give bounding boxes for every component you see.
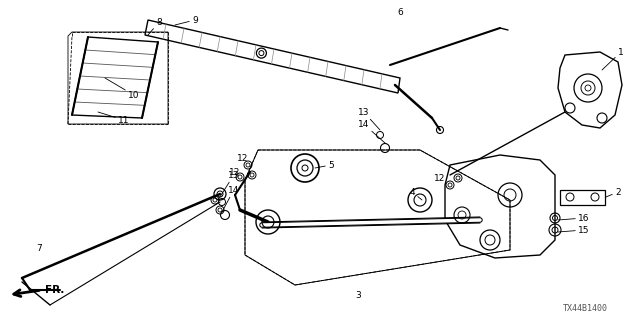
Text: 11: 11 bbox=[98, 112, 129, 124]
Text: 12: 12 bbox=[434, 173, 445, 182]
Text: 14: 14 bbox=[222, 186, 239, 212]
Text: 10: 10 bbox=[105, 78, 140, 100]
Text: 5: 5 bbox=[315, 161, 333, 170]
Text: 7: 7 bbox=[36, 244, 42, 252]
Text: 3: 3 bbox=[355, 291, 361, 300]
Text: 12: 12 bbox=[228, 167, 240, 177]
Text: 2: 2 bbox=[606, 188, 621, 197]
Text: 13: 13 bbox=[218, 171, 239, 200]
Text: 12: 12 bbox=[237, 154, 248, 163]
Text: 13: 13 bbox=[358, 108, 380, 130]
Text: 8: 8 bbox=[148, 18, 162, 35]
Text: 15: 15 bbox=[558, 226, 589, 235]
Text: 16: 16 bbox=[558, 213, 589, 222]
Text: 6: 6 bbox=[397, 7, 403, 17]
Text: TX44B1400: TX44B1400 bbox=[563, 304, 607, 313]
Text: 9: 9 bbox=[175, 15, 198, 25]
Text: 4: 4 bbox=[410, 188, 422, 200]
Text: 14: 14 bbox=[358, 119, 385, 143]
Text: 1: 1 bbox=[602, 47, 624, 70]
Text: FR.: FR. bbox=[45, 285, 65, 295]
